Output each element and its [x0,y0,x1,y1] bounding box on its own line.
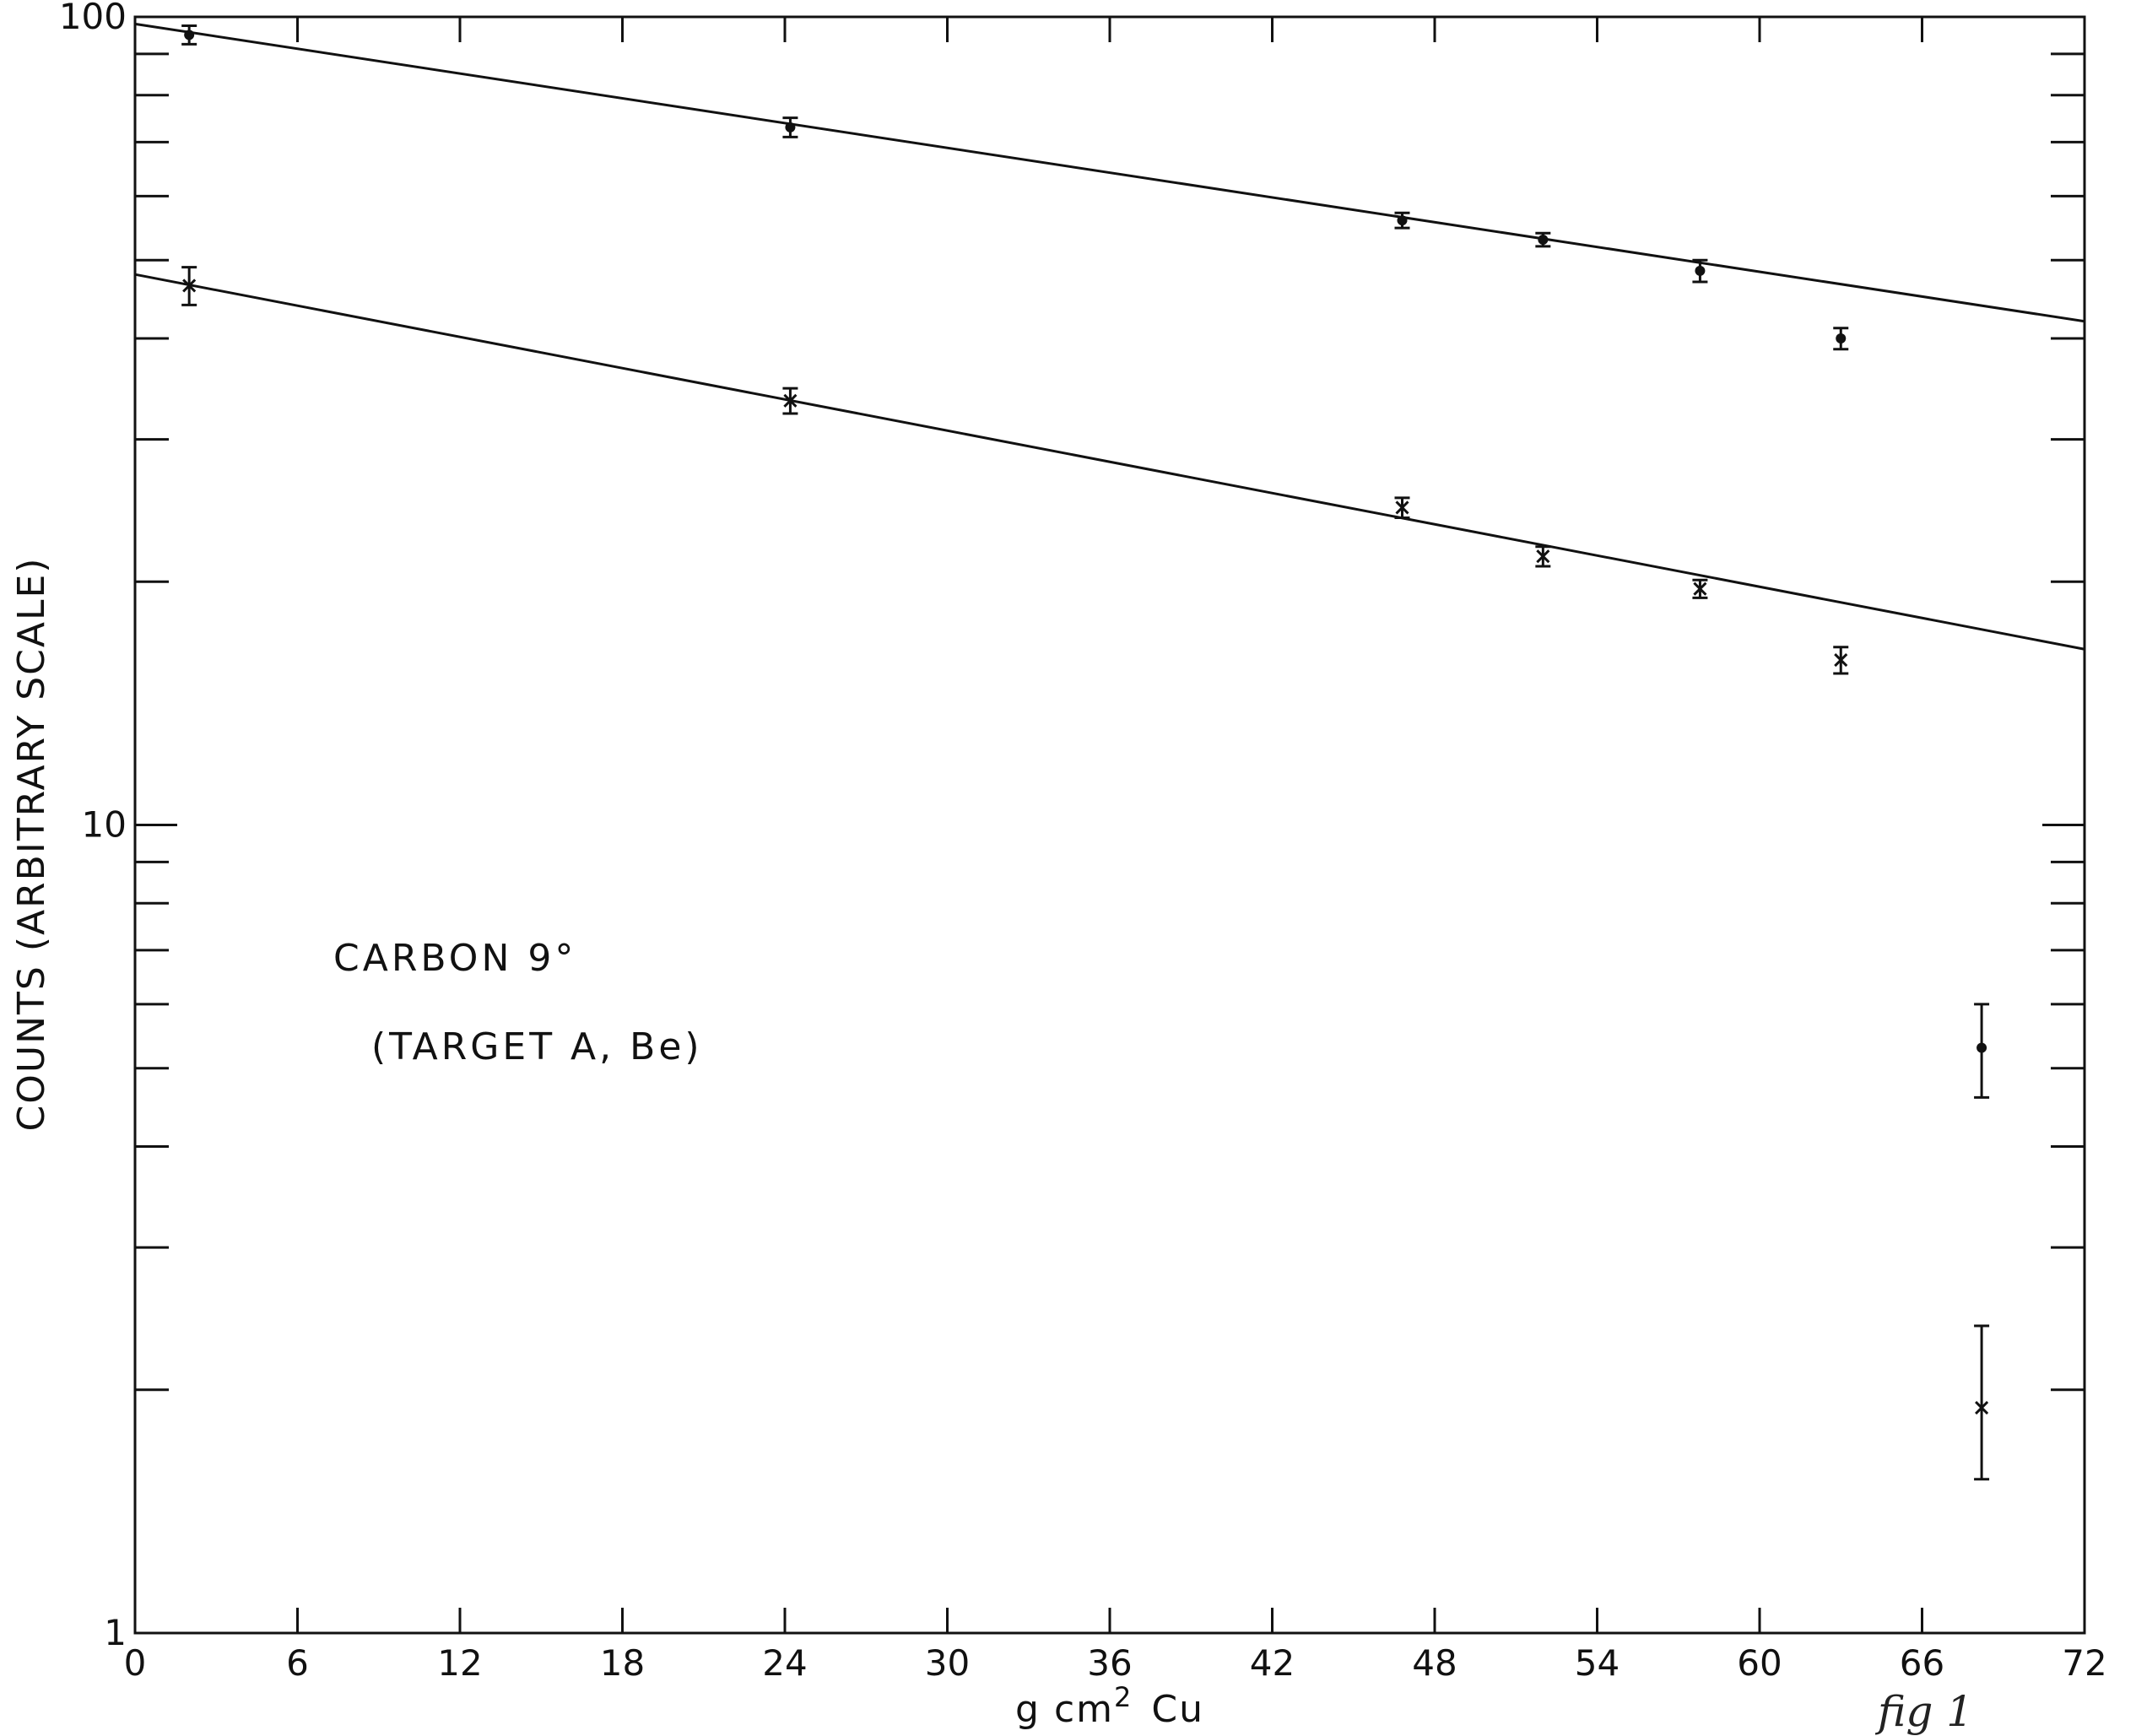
data-point [1974,1324,1990,1481]
x-tick-label: 0 [124,1642,147,1684]
y-tick-label: 100 [59,0,127,37]
dot-marker [1538,235,1549,246]
y-tick-labels: 1 10 100 [59,0,127,1653]
data-point [181,266,197,306]
data-point [1974,1003,1990,1099]
data-point [1833,327,1849,351]
figure-signature: fig 1 [1874,1687,1973,1736]
y-axis-title: COUNTS (ARBITRARY SCALE) [10,557,53,1132]
data-point [1394,496,1410,519]
axis-ticks [135,17,2085,1633]
x-tick-label: 48 [1412,1642,1457,1684]
annotation-target: (TARGET A, Be) [371,1025,703,1068]
cross-marker-b [783,393,798,408]
cross-marker-b [1975,1401,1989,1415]
x-axis-title-main: g cm [1015,1688,1114,1731]
dot-marker [1695,265,1706,276]
data-point [1692,578,1708,599]
plot-frame [133,15,2086,1635]
y-tick-label: 10 [82,804,127,846]
x-tick-label: 24 [762,1642,807,1684]
cross-marker-b [1693,581,1707,596]
data-point [1833,646,1849,675]
cross-marker-b [1536,549,1550,564]
fit-line-1 [134,22,2085,323]
data-point [1535,545,1551,568]
data-point [181,24,197,46]
x-axis-title: g cm2 Cu [1015,1681,1204,1731]
fit-lines [134,22,2085,651]
fit-line-2 [134,273,2085,651]
dot-marker [1397,215,1408,226]
x-tick-label: 66 [1900,1642,1944,1684]
dot-marker [1836,333,1847,344]
dot-marker [785,122,796,132]
x-tick-label: 12 [437,1642,482,1684]
x-tick-label: 60 [1737,1642,1782,1684]
dot-marker [1976,1042,1987,1053]
x-tick-label: 42 [1250,1642,1295,1684]
data-points [181,24,1990,1481]
x-tick-label: 6 [286,1642,309,1684]
data-point [1535,231,1551,248]
x-tick-label: 18 [600,1642,645,1684]
x-tick-label: 72 [2062,1642,2106,1684]
data-point [1692,258,1708,284]
y-tick-label: 1 [104,1612,127,1653]
cross-marker-b [182,279,197,293]
x-axis-title-suffix: Cu [1151,1688,1204,1731]
x-tick-labels: 0 6 12 18 24 30 36 42 48 54 60 66 72 [124,1642,2107,1684]
annotation-carbon: CARBON 9° [333,937,576,980]
dot-marker [184,30,195,41]
x-axis-title-sup: 2 [1114,1681,1133,1713]
data-point [782,387,798,415]
x-tick-label: 36 [1087,1642,1132,1684]
cross-marker-b [1395,500,1409,515]
x-tick-label: 54 [1575,1642,1620,1684]
cross-marker-b [1834,652,1848,668]
x-tick-label: 30 [925,1642,970,1684]
data-point [1394,211,1410,230]
data-point [782,116,798,138]
